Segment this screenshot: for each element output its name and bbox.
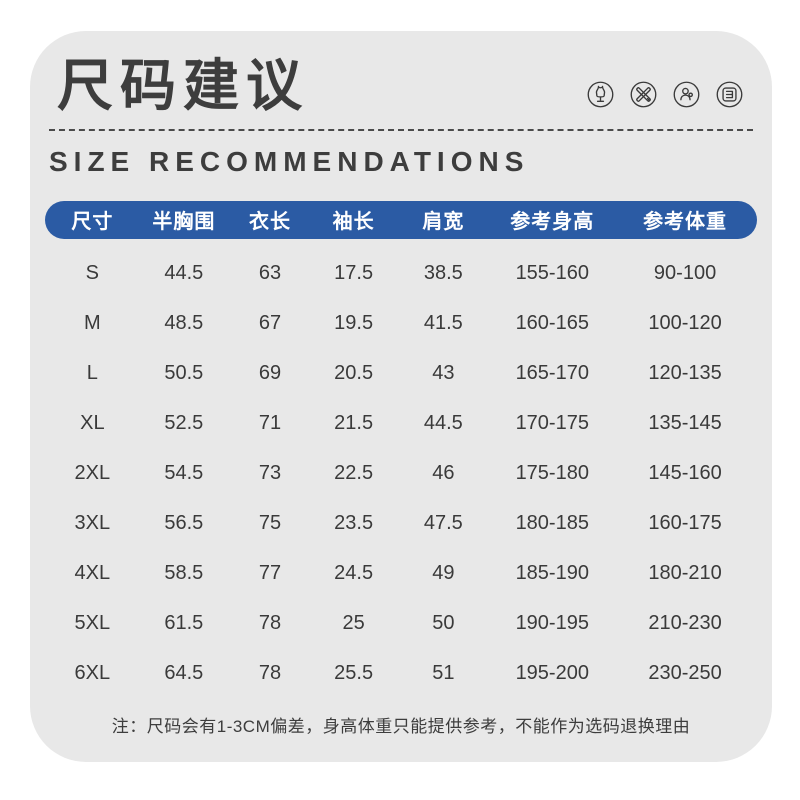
table-cell: 54.5 [164,462,204,485]
table-cell: 43 [432,362,455,385]
size-table: 尺寸 半胸围 衣长 袖长 肩宽 参考身高 参考体重 S 44.5 63 17.5 38.… [45,200,757,699]
table-cell: 180-185 [515,512,589,535]
table-cell: 230-250 [648,662,722,685]
table-cell: 21.5 [334,412,374,435]
table-row: S 44.5 63 17.5 38.5 155-160 90-100 [45,239,757,299]
table-cell: 170-175 [515,412,589,435]
table-cell: 77 [258,562,282,585]
table-cell: 78 [258,662,282,685]
table-cell: S [85,262,100,285]
table-row: 4XL 58.5 77 24.5 49 185-190 180-210 [45,549,757,599]
table-cell: 64.5 [164,662,204,685]
table-cell: 63 [258,262,282,285]
table-cell: 165-170 [515,362,589,385]
header-row: 尺寸 半胸围 衣长 袖长 肩宽 参考身高 参考体重 [45,200,757,239]
col-header-weight: 参考体重 [613,200,757,239]
table-cell: 135-145 [648,412,722,435]
table-cell: 185-190 [515,562,589,585]
table-cell: 23.5 [334,512,374,535]
table-cell: 50.5 [164,362,204,385]
table-cell: 22.5 [334,462,374,485]
table-cell: 25 [342,612,365,635]
tailor-user-icon [673,81,700,108]
table-cell: 190-195 [515,612,589,635]
table-cell: L [86,362,98,385]
table-cell: M [84,312,101,335]
table-cell: 75 [258,512,282,535]
table-row: 2XL 54.5 73 22.5 46 175-180 145-160 [45,449,757,499]
table-row: L 50.5 69 20.5 43 165-170 120-135 [45,349,757,399]
col-header-size: 尺寸 [45,200,140,239]
table-cell: 61.5 [164,612,204,635]
table-cell: XL [80,412,105,435]
size-table-header: 尺寸 半胸围 衣长 袖长 肩宽 参考身高 参考体重 [45,200,757,239]
table-cell: 6XL [74,662,111,685]
table-cell: 5XL [74,612,111,635]
table-cell: 20.5 [334,362,374,385]
table-cell: 25.5 [334,662,374,685]
table-cell: 155-160 [515,262,589,285]
table-cell: 90-100 [653,262,717,285]
header-row: 尺码建议 [45,54,757,117]
card-inner: 尺码建议 [30,31,772,737]
feature-icons [587,81,743,116]
table-cell: 49 [432,562,455,585]
table-cell: 24.5 [334,562,374,585]
table-cell: 78 [258,612,282,635]
table-cell: 3XL [74,512,111,535]
table-cell: 73 [258,462,282,485]
table-cell: 195-200 [515,662,589,685]
col-header-length: 衣长 [227,200,312,239]
table-cell: 210-230 [648,612,722,635]
table-row: XL 52.5 71 21.5 44.5 170-175 135-145 [45,399,757,449]
table-cell: 69 [258,362,282,385]
size-recommendation-card: 尺码建议 [30,31,772,762]
table-row: 3XL 56.5 75 23.5 47.5 180-185 160-175 [45,499,757,549]
dashed-divider [49,128,753,131]
col-header-shoulder: 肩宽 [395,200,492,239]
table-cell: 58.5 [164,562,204,585]
table-cell: 17.5 [334,262,374,285]
table-cell: 100-120 [648,312,722,335]
table-cell: 41.5 [423,312,463,335]
measure-ruler-icon [716,81,743,108]
table-cell: 175-180 [515,462,589,485]
table-cell: 4XL [74,562,111,585]
table-cell: 71 [258,412,282,435]
design-tools-icon [630,81,657,108]
mannequin-icon [587,81,614,108]
table-cell: 180-210 [648,562,722,585]
table-cell: 47.5 [423,512,463,535]
col-header-sleeve: 袖长 [311,200,396,239]
table-row: 6XL 64.5 78 25.5 51 195-200 230-250 [45,649,757,699]
table-cell: 67 [258,312,282,335]
table-cell: 52.5 [164,412,204,435]
table-cell: 160-175 [648,512,722,535]
table-cell: 38.5 [423,262,463,285]
page-subtitle: SIZE RECOMMENDATIONS [49,145,530,177]
disclaimer-note: 注：尺码会有1-3CM偏差，身高体重只能提供参考，不能作为选码退换理由 [111,716,691,736]
table-cell: 44.5 [423,412,463,435]
col-header-half-chest: 半胸围 [139,200,228,239]
table-cell: 48.5 [164,312,204,335]
table-cell: 19.5 [334,312,374,335]
table-cell: 120-135 [648,362,722,385]
col-header-height: 参考身高 [491,200,614,239]
table-row: 5XL 61.5 78 25 50 190-195 210-230 [45,599,757,649]
size-table-body: S 44.5 63 17.5 38.5 155-160 90-100 M 48.5 67 19.5 4… [45,239,757,699]
table-row: M 48.5 67 19.5 41.5 160-165 100-120 [45,299,757,349]
table-cell: 160-165 [515,312,589,335]
table-cell: 145-160 [648,462,722,485]
page-title: 尺码建议 [57,54,309,117]
table-cell: 46 [432,462,455,485]
table-cell: 56.5 [164,512,204,535]
table-cell: 50 [432,612,455,635]
table-cell: 2XL [74,462,111,485]
table-cell: 51 [432,662,455,685]
table-cell: 44.5 [164,262,204,285]
